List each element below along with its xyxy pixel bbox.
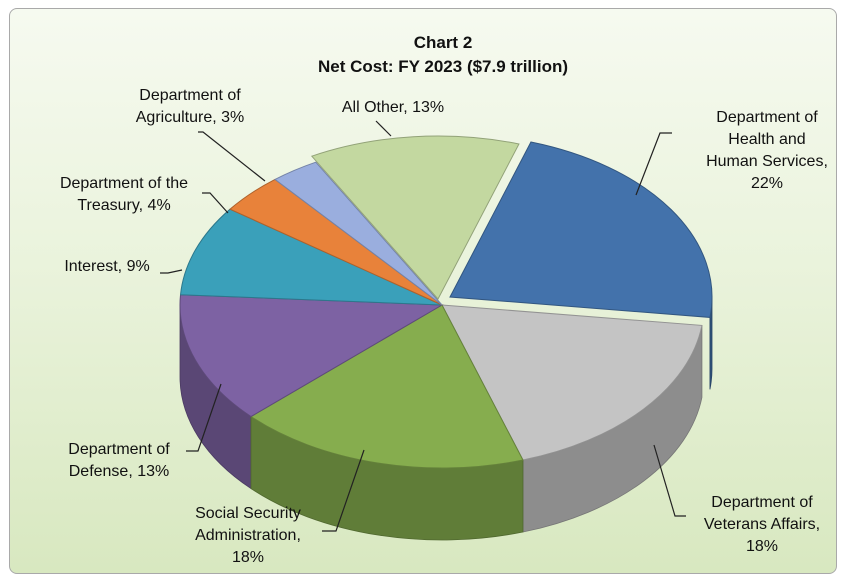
chart-subtitle: Net Cost: FY 2023 ($7.9 trillion) [318, 57, 568, 76]
slice-label-line: All Other, 13% [342, 99, 444, 116]
slice-label: Social Security Administration, 18% [195, 505, 301, 566]
slice-label: Department of Veterans Affairs, 18% [704, 494, 820, 555]
slice-label-line: 22% [751, 175, 783, 192]
leader-line [202, 192, 229, 214]
slice-label-line: Agriculture, 3% [136, 109, 245, 126]
pie-slice [179, 294, 444, 418]
slice-label-line: Department of [139, 87, 241, 104]
slice-label: Department of the Treasury, 4% [60, 175, 188, 214]
pie-slice [441, 304, 703, 461]
slice-label-line: Administration, [195, 527, 301, 544]
slice-label-line: Human Services, [706, 153, 828, 170]
slice-label-line: Department of [716, 109, 818, 126]
slice-label: Department of Health and Human Services, 22… [706, 109, 828, 192]
leader-line [322, 449, 365, 532]
pie-chart: Chart 2 Net Cost: FY 2023 ($7.9 trillion… [60, 33, 828, 566]
leader-line [375, 120, 392, 137]
leader-line [635, 132, 672, 196]
slice-label: Interest, 9% [64, 258, 149, 275]
pie-slice [449, 141, 713, 318]
pie-slice [250, 304, 524, 469]
pie-layer [179, 135, 713, 541]
slice-label-line: Social Security [195, 505, 301, 522]
slice-label: All Other, 13% [342, 99, 444, 116]
pie-slice [274, 161, 443, 306]
leader-line [653, 444, 686, 517]
slice-label-line: Health and [728, 131, 805, 148]
chart-title: Chart 2 [414, 33, 473, 52]
label-layer: Department of Health and Human Services, 22… [60, 87, 828, 566]
slice-label: Department of Agriculture, 3% [136, 87, 245, 126]
slice-label: Department of Defense, 13% [68, 441, 170, 480]
leader-line [198, 131, 266, 182]
slice-label-line: Treasury, 4% [77, 197, 170, 214]
slice-label-line: Defense, 13% [69, 463, 170, 480]
leader-line [160, 269, 183, 274]
slice-label-line: Department of [711, 494, 813, 511]
pie-slice [310, 135, 520, 300]
chart-frame: Chart 2 Net Cost: FY 2023 ($7.9 trillion… [9, 8, 837, 574]
slice-label-line: Interest, 9% [64, 258, 149, 275]
pie-slice [179, 208, 443, 306]
slice-label-line: Department of [68, 441, 170, 458]
slice-label-line: 18% [232, 549, 264, 566]
slice-label-line: Department of the [60, 175, 188, 192]
leader-line [186, 383, 222, 452]
slice-label-line: Veterans Affairs, [704, 516, 820, 533]
slice-label-line: 18% [746, 538, 778, 555]
